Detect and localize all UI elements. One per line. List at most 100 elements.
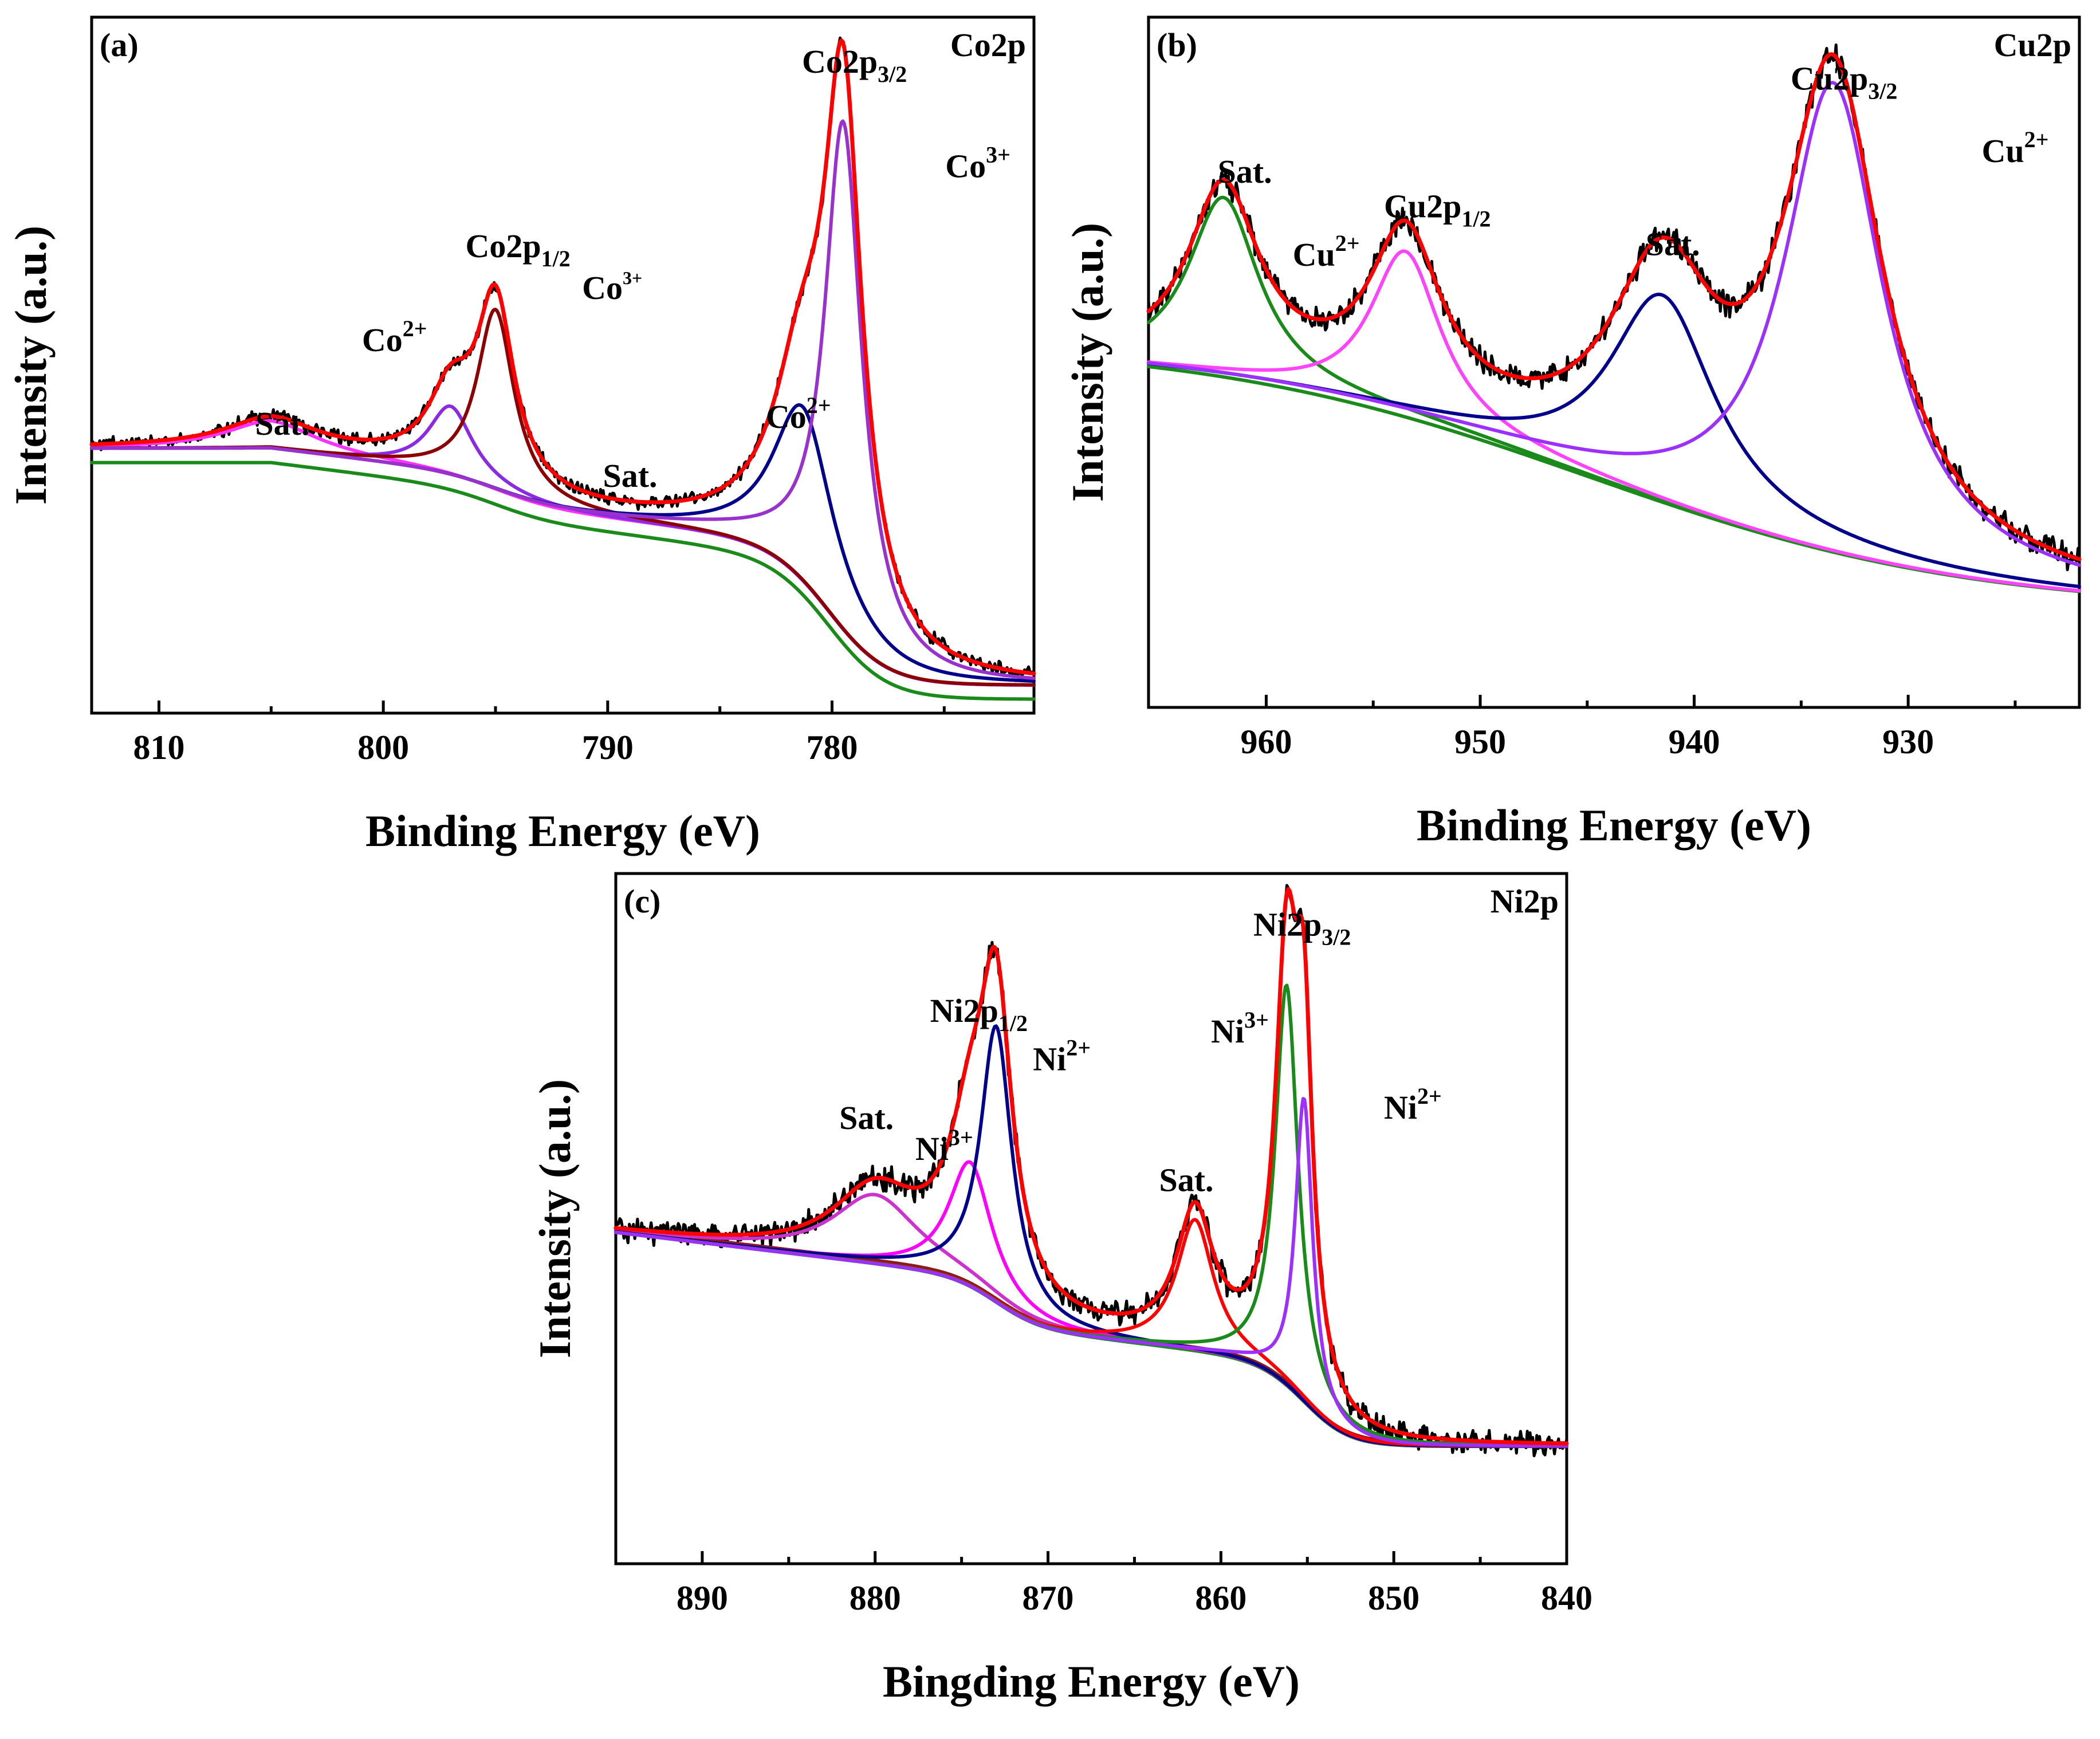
x-axis-label: Bingding Energy (eV)	[883, 1657, 1300, 1706]
plot-frame	[90, 15, 1036, 715]
chart-ni2p: 890 880 870 860 850 840 Sat.Ni3+Ni2p1/2Ni2+Sa…	[530, 872, 1592, 1706]
x-tick-label: 880	[850, 1579, 901, 1617]
annotation-superscript: 2+	[1417, 1083, 1442, 1109]
peak-line-5	[614, 1097, 1568, 1448]
chart-co2p: 810 800 790 780 Sat.Co2p1/2Co3+Co2+Sat.Co2+…	[6, 15, 1036, 856]
plot-frame	[614, 872, 1568, 1565]
annotation: Cu2p3/2	[1791, 60, 1898, 104]
y-axis-label: Intensity (a.u.)	[530, 1079, 580, 1359]
curves	[89, 36, 1036, 701]
x-tick-label: 840	[1541, 1579, 1592, 1617]
x-tick-label: 780	[807, 729, 858, 766]
x-tick-label: 890	[677, 1579, 728, 1617]
annotation: Co2p3/2	[802, 43, 907, 87]
annotation: Sat.	[1646, 226, 1700, 263]
annotation-text: Sat.	[255, 405, 309, 442]
annotation-text: Ni	[1211, 1013, 1244, 1050]
x-tick-label: 800	[357, 729, 409, 766]
annotation: Co3+	[945, 141, 1010, 184]
annotation-superscript: 3+	[623, 267, 642, 288]
annotation-text: Cu2p	[1384, 187, 1461, 225]
annotation: Ni2+	[1033, 1034, 1091, 1077]
peak-line-0	[1147, 195, 2081, 593]
annotation: Sat.	[1159, 1161, 1213, 1198]
x-tick-label: 850	[1368, 1579, 1419, 1617]
x-ticks: 810 800 790 780	[133, 701, 946, 766]
annotation: Cu2+	[1981, 127, 2048, 170]
annotation-text: Co	[945, 147, 986, 184]
annotation-superscript: 3+	[986, 141, 1010, 167]
chart-cu2p: 960 950 940 930 Sat.Cu2+Cu2p1/2Sat.Cu2p3/2C…	[1063, 15, 2082, 850]
y-axis-label: Intensity (a.u.)	[6, 226, 56, 505]
annotation-text: Co2p	[802, 43, 878, 80]
annotation-superscript: 3+	[949, 1124, 973, 1150]
annotation-text: Ni	[915, 1130, 949, 1167]
annotation: Co2p1/2	[466, 227, 571, 272]
annotation: Sat.	[1218, 153, 1272, 190]
x-axis-label: Binding Energy (eV)	[365, 806, 760, 856]
x-ticks: 960 950 940 930	[1240, 695, 2017, 761]
annotation-text: Co2p	[466, 227, 541, 265]
annotation: Co2+	[362, 316, 427, 359]
envelope-line	[89, 38, 1036, 676]
background-line	[614, 1230, 1568, 1449]
y-axis-label: Intensity (a.u.)	[1063, 223, 1112, 502]
annotation-text: Cu	[1981, 132, 2024, 170]
panel-tag: Ni2p	[1491, 883, 1559, 920]
annotation-superscript: 2+	[807, 392, 831, 418]
panel-tag: Co2p	[950, 26, 1026, 64]
annotation-text: Co	[362, 321, 403, 359]
annotation-text: Ni	[1384, 1089, 1417, 1126]
annotation-superscript: 3+	[1244, 1007, 1269, 1033]
annotation-text: Sat.	[1159, 1161, 1213, 1198]
peak-line-3	[614, 1218, 1568, 1448]
annotation-text: Sat.	[839, 1099, 894, 1136]
peak-line-2	[1147, 293, 2081, 589]
x-tick-label: 940	[1669, 723, 1720, 761]
annotation-superscript: 2+	[403, 316, 427, 341]
annotation-text: Ni	[1033, 1040, 1066, 1077]
annotation-text: Sat.	[1218, 153, 1272, 190]
peak-line-3	[1147, 81, 2081, 567]
annotation: Sat.	[839, 1099, 894, 1136]
annotation: Cu2p1/2	[1384, 187, 1491, 231]
plot-frame	[1147, 15, 2081, 709]
annotation-text: Co	[582, 269, 623, 306]
annotation: Ni2+	[1384, 1083, 1442, 1126]
panel-tag: Cu2p	[1994, 26, 2071, 64]
x-axis-label: Binding Energy (eV)	[1417, 800, 1811, 850]
x-tick-label: 810	[133, 729, 185, 766]
x-tick-label: 930	[1882, 723, 1934, 761]
annotation: Cu2+	[1293, 230, 1360, 273]
annotation-superscript: 2+	[1066, 1034, 1091, 1060]
annotation-subscript: 3/2	[1868, 78, 1897, 104]
x-tick-label: 860	[1195, 1579, 1246, 1617]
envelope-line	[1146, 52, 2082, 561]
annotation: Sat.	[255, 405, 309, 442]
peak-line-2	[90, 308, 1036, 687]
background-line	[90, 461, 1036, 701]
annotation-text: Sat.	[603, 457, 657, 494]
annotation-text: Co	[766, 398, 807, 435]
x-ticks: 890 880 870 860 850 840	[677, 1551, 1592, 1617]
annotation: Ni2p1/2	[930, 992, 1028, 1036]
peak-line-4	[90, 119, 1036, 680]
annotation-subscript: 3/2	[1322, 924, 1351, 950]
panel-label: (b)	[1157, 26, 1197, 64]
panel-label: (c)	[624, 883, 660, 920]
annotation: Ni3+	[915, 1124, 973, 1167]
annotation: Ni2p3/2	[1253, 906, 1351, 950]
raw-data-line	[614, 884, 1568, 1458]
annotation: Co2+	[766, 392, 831, 435]
annotation-text: Cu	[1293, 236, 1335, 273]
annotation-subscript: 1/2	[1461, 206, 1491, 231]
annotation-superscript: 2+	[2024, 127, 2049, 152]
panel-label: (a)	[100, 26, 139, 64]
annotation-subscript: 3/2	[878, 61, 907, 87]
x-tick-label: 790	[582, 729, 634, 766]
annotation-text: Ni2p	[930, 992, 998, 1029]
